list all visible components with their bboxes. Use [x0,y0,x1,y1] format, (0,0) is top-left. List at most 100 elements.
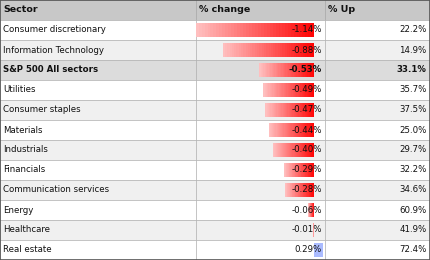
Bar [279,103,280,117]
Bar [276,83,277,97]
Bar [300,143,301,157]
Bar [291,163,292,177]
Bar [266,43,268,57]
Bar [290,183,291,197]
Bar [196,23,199,37]
Bar [294,163,295,177]
Bar [313,163,314,177]
Bar [296,123,297,137]
Bar [294,123,295,137]
Bar [279,23,282,37]
Bar [274,63,276,77]
Bar [302,23,305,37]
Bar [261,43,264,57]
Bar [243,23,246,37]
Text: Sector: Sector [3,5,38,15]
Bar [267,103,268,117]
Text: % change: % change [199,5,250,15]
Bar [303,63,305,77]
Bar [271,103,273,117]
Bar [196,100,325,120]
Bar [312,83,313,97]
Bar [273,43,275,57]
Bar [304,83,305,97]
Bar [279,63,280,77]
Bar [281,103,283,117]
Text: -0.44%: -0.44% [292,126,322,134]
Bar [199,23,202,37]
Bar [283,63,284,77]
Bar [301,103,302,117]
Bar [296,163,297,177]
Bar [299,143,300,157]
Bar [279,123,280,137]
Bar [288,63,289,77]
Bar [311,183,312,197]
Bar [299,83,300,97]
Bar [286,123,287,137]
Bar [325,0,430,20]
Text: Healthcare: Healthcare [3,225,50,235]
Bar [268,123,270,137]
Text: 60.9%: 60.9% [399,205,427,214]
Bar [313,63,314,77]
Bar [292,43,294,57]
Bar [305,143,306,157]
Bar [216,23,219,37]
Text: 0.29%: 0.29% [295,245,322,255]
Bar [279,83,280,97]
Bar [274,123,275,137]
Bar [264,43,266,57]
Bar [309,183,310,197]
Bar [246,23,249,37]
Bar [273,143,274,157]
Bar [301,183,302,197]
Bar [264,83,266,97]
Bar [273,63,274,77]
Bar [295,63,296,77]
Bar [278,123,279,137]
Bar [270,63,272,77]
Bar [287,183,288,197]
Bar [275,123,276,137]
Bar [325,140,430,160]
Bar [289,83,290,97]
Bar [301,143,302,157]
Bar [296,183,297,197]
Bar [255,23,258,37]
Bar [289,43,292,57]
Bar [312,123,313,137]
Bar [275,43,278,57]
Bar [313,143,314,157]
Bar [304,143,305,157]
Text: 72.4%: 72.4% [399,245,427,255]
Bar [277,63,279,77]
Bar [273,103,274,117]
Bar [263,63,265,77]
Bar [313,123,314,137]
Bar [298,143,299,157]
Bar [280,63,281,77]
Bar [310,43,312,57]
Bar [0,20,196,40]
Bar [283,83,284,97]
Text: % Up: % Up [328,5,355,15]
Bar [297,103,298,117]
Bar [301,83,303,97]
Bar [268,43,271,57]
Bar [313,183,314,197]
Bar [252,43,255,57]
Bar [288,143,289,157]
Bar [293,83,294,97]
Bar [293,163,294,177]
Bar [278,43,280,57]
Bar [196,0,325,20]
Bar [237,43,239,57]
Bar [285,83,286,97]
Bar [306,123,307,137]
Bar [0,240,196,260]
Bar [288,23,291,37]
Bar [304,123,305,137]
Bar [305,23,308,37]
Bar [291,23,294,37]
